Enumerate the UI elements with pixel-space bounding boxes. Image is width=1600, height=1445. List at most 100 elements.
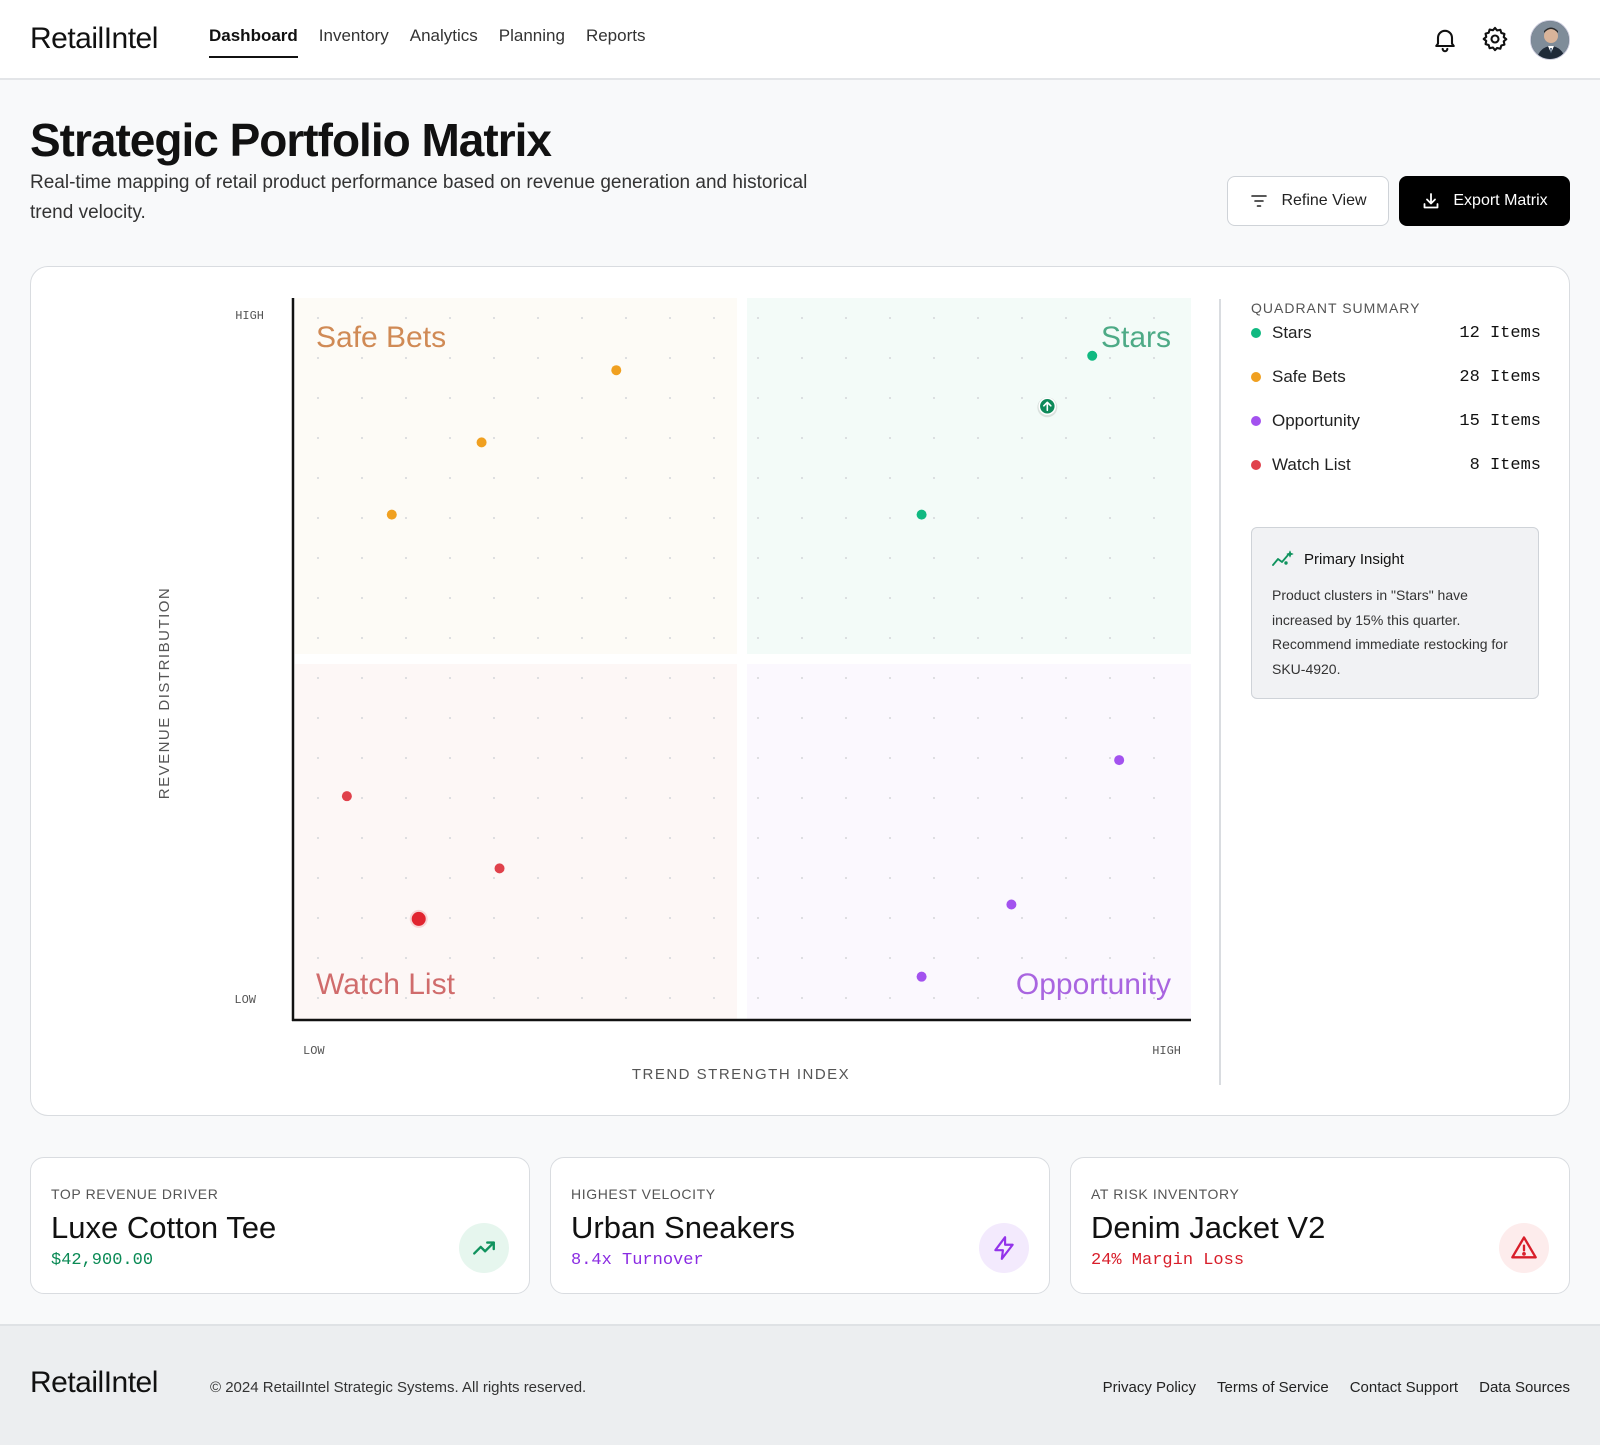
grid-dot	[537, 637, 539, 639]
bell-icon[interactable]	[1431, 25, 1459, 53]
summary-item-label: Stars	[1272, 323, 1312, 342]
data-point[interactable]	[494, 863, 505, 874]
footer-link-terms-of-service[interactable]: Terms of Service	[1217, 1379, 1329, 1396]
grid-dot	[537, 517, 539, 519]
grid-dot	[977, 357, 979, 359]
kpi-card-highest-velocity[interactable]: HIGHEST VELOCITY Urban Sneakers 8.4x Tur…	[550, 1157, 1050, 1294]
grid-dot	[933, 397, 935, 399]
summary-item-safe-bets[interactable]: Safe Bets 28 Items	[1251, 366, 1541, 388]
grid-dot	[317, 957, 319, 959]
grid-dot	[581, 557, 583, 559]
data-point[interactable]	[916, 509, 927, 520]
footer-link-privacy-policy[interactable]: Privacy Policy	[1102, 1379, 1196, 1396]
grid-dot	[845, 557, 847, 559]
grid-dot	[537, 837, 539, 839]
summary-item-label: Watch List	[1272, 455, 1351, 474]
grid-dot	[449, 437, 451, 439]
grid-dot	[537, 717, 539, 719]
grid-dot	[449, 837, 451, 839]
refine-view-button[interactable]: Refine View	[1227, 176, 1389, 226]
summary-item-count: 15 Items	[1459, 411, 1541, 431]
grid-dot	[317, 597, 319, 599]
grid-dot	[1153, 357, 1155, 359]
footer-link-data-sources[interactable]: Data Sources	[1479, 1379, 1570, 1396]
grid-dot	[361, 317, 363, 319]
grid-dot	[317, 877, 319, 879]
summary-item-watch-list[interactable]: Watch List 8 Items	[1251, 454, 1541, 476]
kpi-card-at-risk-inventory[interactable]: AT RISK INVENTORY Denim Jacket V2 24% Ma…	[1070, 1157, 1570, 1294]
data-point[interactable]	[1087, 350, 1098, 361]
grid-dot	[581, 997, 583, 999]
grid-dot	[889, 717, 891, 719]
grid-dot	[317, 477, 319, 479]
grid-dot	[405, 677, 407, 679]
export-matrix-button[interactable]: Export Matrix	[1399, 176, 1570, 226]
grid-dot	[669, 917, 671, 919]
grid-dot	[625, 517, 627, 519]
summary-item-count: 12 Items	[1459, 323, 1541, 343]
grid-dot	[317, 717, 319, 719]
summary-item-opportunity[interactable]: Opportunity 15 Items	[1251, 410, 1541, 432]
grid-dot	[1065, 317, 1067, 319]
grid-dot	[977, 837, 979, 839]
nav-item-reports[interactable]: Reports	[585, 26, 646, 45]
grid-dot	[537, 917, 539, 919]
grid-dot	[625, 357, 627, 359]
grid-dot	[1065, 717, 1067, 719]
footer: RetailIntel © 2024 RetailIntel Strategic…	[0, 1324, 1600, 1445]
data-point[interactable]	[476, 437, 487, 448]
grid-dot	[801, 397, 803, 399]
grid-dot	[933, 877, 935, 879]
data-point[interactable]	[386, 509, 397, 520]
footer-brand[interactable]: RetailIntel	[30, 1366, 158, 1399]
x-tick-low: LOW	[303, 1044, 325, 1058]
quadrant-safe-bets	[295, 298, 737, 654]
grid-dot	[581, 317, 583, 319]
grid-dot	[493, 717, 495, 719]
grid-dot	[493, 397, 495, 399]
nav-item-inventory[interactable]: Inventory	[318, 26, 389, 45]
page-title: Strategic Portfolio Matrix	[30, 114, 552, 166]
nav-item-dashboard[interactable]: Dashboard	[209, 26, 298, 58]
nav-item-planning[interactable]: Planning	[498, 26, 565, 45]
grid-dot	[889, 477, 891, 479]
grid-dot	[713, 317, 715, 319]
grid-dot	[801, 477, 803, 479]
data-point[interactable]	[1114, 755, 1125, 766]
grid-dot	[757, 477, 759, 479]
grid-dot	[713, 997, 715, 999]
grid-dot	[449, 397, 451, 399]
data-point-highlight[interactable]	[411, 911, 426, 926]
summary-item-stars[interactable]: Stars 12 Items	[1251, 322, 1541, 344]
grid-dot	[405, 477, 407, 479]
grid-dot	[933, 517, 935, 519]
lightning-icon	[979, 1223, 1029, 1273]
grid-dot	[625, 957, 627, 959]
grid-dot	[493, 917, 495, 919]
sparkle-trend-icon	[1272, 550, 1294, 566]
grid-dot	[757, 917, 759, 919]
grid-dot	[1153, 837, 1155, 839]
grid-dot	[1109, 957, 1111, 959]
brand-logo[interactable]: RetailIntel	[30, 22, 158, 55]
kpi-value: 24% Margin Loss	[1091, 1251, 1245, 1270]
grid-dot	[933, 437, 935, 439]
grid-dot	[1153, 877, 1155, 879]
avatar[interactable]	[1530, 20, 1570, 60]
data-point[interactable]	[341, 791, 352, 802]
grid-dot	[581, 757, 583, 759]
nav-item-analytics[interactable]: Analytics	[409, 26, 478, 45]
data-point[interactable]	[1006, 899, 1017, 910]
data-point[interactable]	[611, 365, 622, 376]
grid-dot	[1153, 437, 1155, 439]
grid-dot	[1021, 677, 1023, 679]
grid-dot	[1153, 517, 1155, 519]
grid-dot	[889, 317, 891, 319]
data-point[interactable]	[916, 971, 927, 982]
grid-dot	[1021, 757, 1023, 759]
grid-dot	[669, 877, 671, 879]
gear-icon[interactable]	[1481, 25, 1509, 53]
footer-link-contact-support[interactable]: Contact Support	[1349, 1379, 1459, 1396]
grid-dot	[317, 357, 319, 359]
kpi-card-top-revenue-driver[interactable]: TOP REVENUE DRIVER Luxe Cotton Tee $42,9…	[30, 1157, 530, 1294]
